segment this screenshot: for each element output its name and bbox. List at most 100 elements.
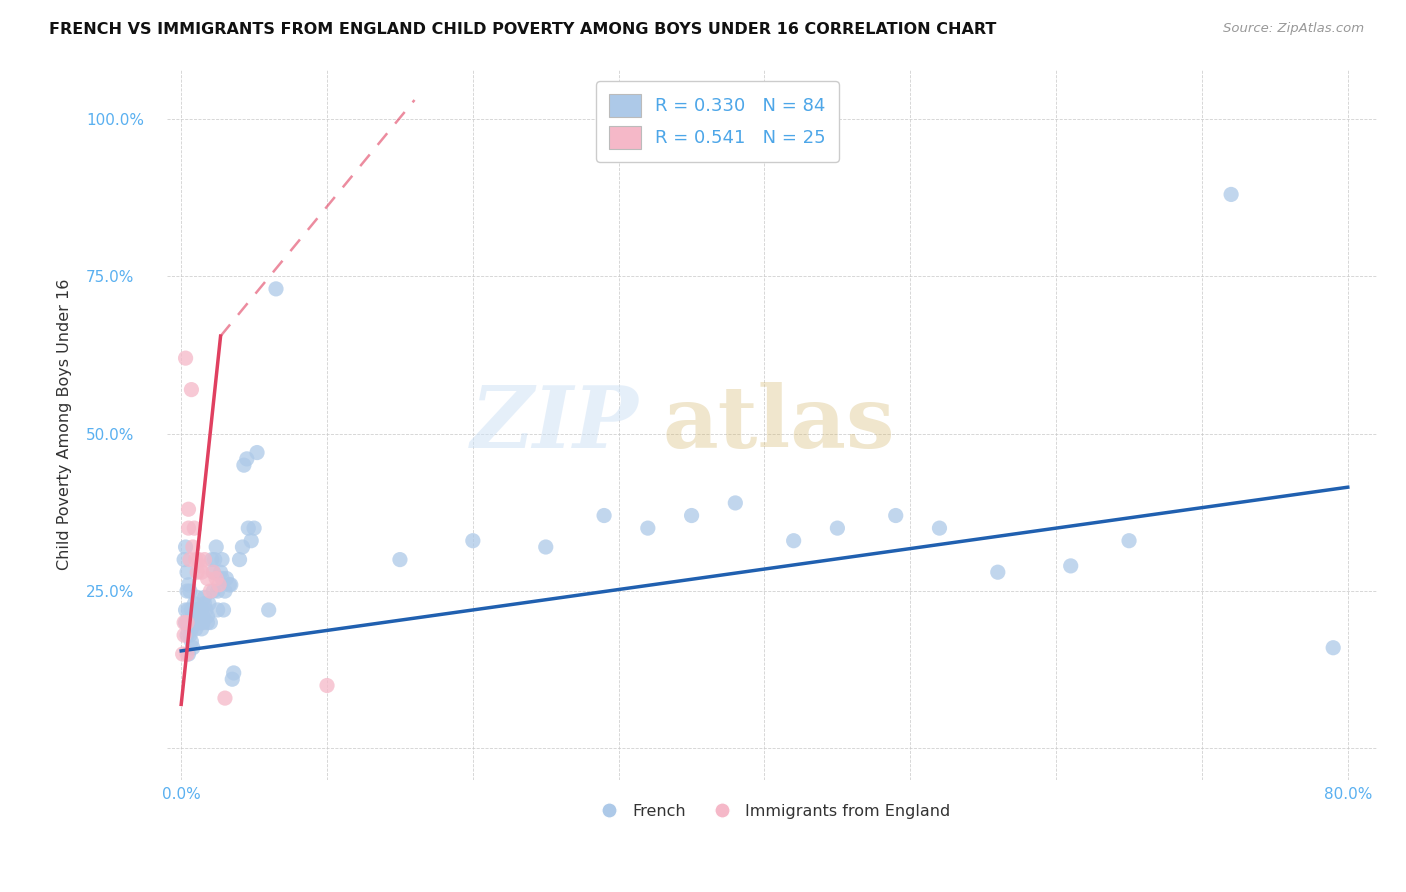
Y-axis label: Child Poverty Among Boys Under 16: Child Poverty Among Boys Under 16 (58, 278, 72, 570)
Point (177, 615, 200, 630)
Point (184, 622, 207, 636)
Point (257, 603, 280, 617)
Point (202, 565, 225, 579)
Point (212, 603, 235, 617)
Text: FRENCH VS IMMIGRANTS FROM ENGLAND CHILD POVERTY AMONG BOYS UNDER 16 CORRELATION : FRENCH VS IMMIGRANTS FROM ENGLAND CHILD … (49, 22, 997, 37)
Point (221, 672, 243, 686)
Point (173, 615, 195, 630)
Point (193, 591, 215, 605)
Point (215, 572, 238, 586)
Point (197, 609, 219, 624)
Point (181, 640, 204, 655)
Point (205, 540, 228, 554)
Point (211, 572, 233, 586)
Point (214, 691, 236, 706)
Point (174, 615, 197, 630)
Point (186, 615, 208, 630)
Point (207, 603, 229, 617)
Point (172, 647, 194, 661)
Point (214, 584, 236, 599)
Point (200, 584, 222, 599)
Point (174, 603, 197, 617)
Point (188, 609, 211, 624)
Point (193, 597, 215, 611)
Point (238, 521, 260, 535)
Text: atlas: atlas (662, 383, 896, 467)
Point (180, 622, 202, 636)
Point (181, 540, 204, 554)
Point (1220, 187, 1243, 202)
Point (173, 552, 195, 566)
Point (193, 552, 215, 566)
Point (231, 540, 253, 554)
Point (186, 565, 208, 579)
Point (884, 508, 907, 523)
Point (681, 508, 703, 523)
Legend: French, Immigrants from England: French, Immigrants from England (586, 797, 957, 825)
Point (827, 521, 849, 535)
Point (211, 552, 233, 566)
Point (195, 603, 218, 617)
Point (987, 565, 1010, 579)
Point (388, 552, 411, 566)
Point (1322, 640, 1344, 655)
Point (190, 603, 212, 617)
Point (228, 552, 250, 566)
Point (174, 351, 197, 365)
Point (202, 565, 225, 579)
Point (173, 628, 195, 642)
Point (184, 552, 207, 566)
Point (177, 502, 200, 516)
Point (205, 572, 228, 586)
Point (177, 521, 200, 535)
Point (191, 615, 214, 630)
Point (1118, 533, 1140, 548)
Point (188, 615, 211, 630)
Point (207, 584, 229, 599)
Point (174, 540, 197, 554)
Point (188, 558, 211, 573)
Point (186, 609, 208, 624)
Point (204, 552, 226, 566)
Point (187, 615, 209, 630)
Point (176, 628, 198, 642)
Point (176, 647, 198, 661)
Point (183, 597, 205, 611)
Text: Source: ZipAtlas.com: Source: ZipAtlas.com (1223, 22, 1364, 36)
Point (181, 609, 204, 624)
Point (724, 496, 747, 510)
Point (177, 578, 200, 592)
Point (190, 565, 212, 579)
Point (209, 565, 232, 579)
Point (222, 665, 245, 680)
Point (782, 533, 804, 548)
Point (219, 578, 242, 592)
Point (197, 572, 219, 586)
Point (593, 508, 616, 523)
Point (240, 533, 263, 548)
Point (928, 521, 950, 535)
Point (534, 540, 557, 554)
Point (186, 591, 208, 605)
Point (184, 603, 207, 617)
Point (179, 584, 201, 599)
Point (183, 615, 205, 630)
Point (183, 521, 205, 535)
Point (316, 679, 339, 693)
Point (243, 521, 266, 535)
Point (180, 383, 202, 397)
Point (461, 533, 484, 548)
Point (177, 603, 200, 617)
Point (176, 584, 198, 599)
Point (236, 451, 259, 466)
Point (179, 552, 201, 566)
Point (202, 584, 225, 599)
Point (637, 521, 659, 535)
Point (264, 282, 287, 296)
Point (198, 597, 221, 611)
Point (208, 578, 231, 592)
Point (179, 615, 201, 630)
Point (190, 622, 212, 636)
Point (187, 552, 209, 566)
Point (177, 647, 200, 661)
